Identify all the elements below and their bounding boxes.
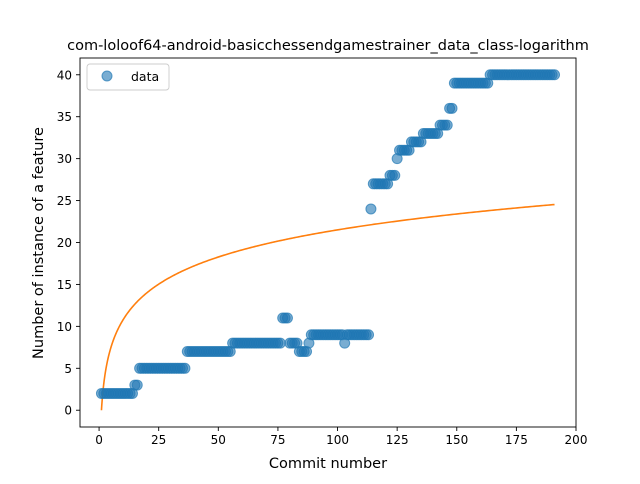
data-point xyxy=(389,169,401,181)
data-point xyxy=(281,312,293,324)
y-tick-label: 30 xyxy=(57,152,72,166)
x-tick-label: 200 xyxy=(565,433,588,447)
x-axis-label: Commit number xyxy=(269,456,387,472)
x-tick-label: 50 xyxy=(211,433,226,447)
fit-line-layer xyxy=(100,203,555,411)
x-ticks: 0 25 50 75 100 125 150 175 200 xyxy=(95,427,587,447)
x-tick-label: 125 xyxy=(386,433,409,447)
y-tick-label: 35 xyxy=(57,110,72,124)
y-tick-label: 10 xyxy=(57,320,72,334)
legend-marker-data xyxy=(101,70,113,82)
y-tick-label: 15 xyxy=(57,278,72,292)
x-tick-label: 175 xyxy=(505,433,528,447)
legend-box xyxy=(86,63,170,91)
data-point xyxy=(363,329,375,341)
legend-label-data: data xyxy=(131,69,159,84)
data-points-layer xyxy=(95,69,561,399)
y-tick-label: 0 xyxy=(64,404,72,418)
data-point xyxy=(179,362,191,374)
data-point xyxy=(441,119,453,131)
legend: data xyxy=(86,63,170,91)
data-point xyxy=(131,379,143,391)
y-axis-label: Number of instance of a feature xyxy=(31,127,47,359)
y-tick-label: 5 xyxy=(64,362,72,376)
y-tick-label: 40 xyxy=(57,68,72,82)
x-tick-label: 100 xyxy=(326,433,349,447)
y-ticks: 0 5 10 15 20 25 30 35 40 xyxy=(57,68,80,418)
y-tick-label: 20 xyxy=(57,236,72,250)
x-tick-label: 0 xyxy=(95,433,103,447)
data-point xyxy=(365,203,377,215)
fit-line xyxy=(100,203,555,411)
y-tick-label: 25 xyxy=(57,194,72,208)
x-tick-label: 75 xyxy=(270,433,285,447)
data-point xyxy=(274,337,286,349)
x-tick-label: 150 xyxy=(445,433,468,447)
data-point xyxy=(549,69,561,81)
data-point xyxy=(446,102,458,114)
x-tick-label: 25 xyxy=(151,433,166,447)
chart-title: com-loloof64-android-basicchessendgamest… xyxy=(67,38,589,54)
